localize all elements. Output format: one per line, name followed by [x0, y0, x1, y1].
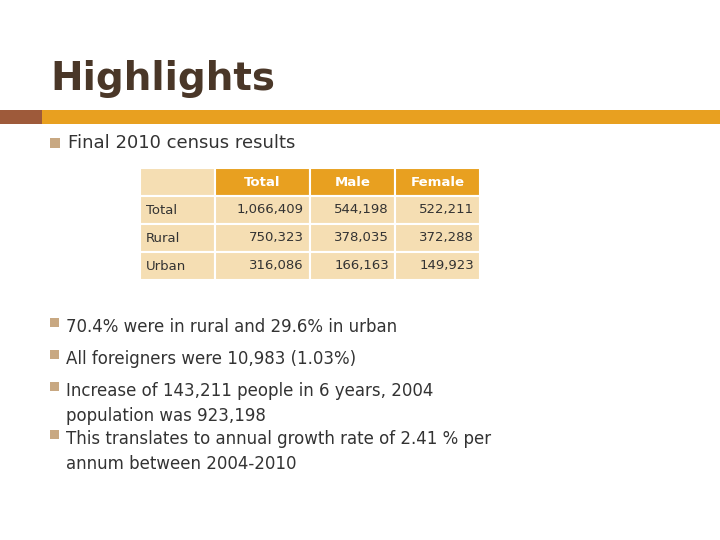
Bar: [395, 252, 480, 280]
Bar: [215, 196, 310, 224]
Bar: [310, 224, 395, 252]
Bar: [50, 318, 59, 327]
Text: 750,323: 750,323: [249, 232, 304, 245]
Text: 1,066,409: 1,066,409: [237, 204, 304, 217]
Text: All foreigners were 10,983 (1.03%): All foreigners were 10,983 (1.03%): [66, 350, 356, 368]
Text: Total: Total: [146, 204, 177, 217]
Bar: [42, 110, 720, 124]
Bar: [310, 252, 395, 280]
Text: Increase of 143,211 people in 6 years, 2004
population was 923,198: Increase of 143,211 people in 6 years, 2…: [66, 382, 433, 425]
Bar: [310, 196, 395, 224]
Text: Urban: Urban: [146, 260, 186, 273]
Text: 378,035: 378,035: [334, 232, 389, 245]
Bar: [140, 224, 215, 252]
Bar: [50, 430, 59, 439]
Text: 372,288: 372,288: [419, 232, 474, 245]
Text: Female: Female: [410, 176, 464, 188]
Text: Rural: Rural: [146, 232, 181, 245]
Text: Highlights: Highlights: [50, 60, 275, 98]
Bar: [395, 168, 480, 196]
Bar: [140, 196, 215, 224]
Bar: [310, 168, 395, 196]
Bar: [215, 252, 310, 280]
Text: 149,923: 149,923: [419, 260, 474, 273]
Bar: [395, 196, 480, 224]
Bar: [215, 224, 310, 252]
Text: Male: Male: [335, 176, 370, 188]
Bar: [215, 168, 310, 196]
Bar: [395, 224, 480, 252]
Bar: [50, 138, 60, 148]
Text: 316,086: 316,086: [249, 260, 304, 273]
Bar: [0, 110, 42, 124]
Bar: [50, 350, 59, 359]
Bar: [140, 252, 215, 280]
Bar: [140, 168, 215, 196]
Text: Final 2010 census results: Final 2010 census results: [68, 134, 295, 152]
Text: 522,211: 522,211: [419, 204, 474, 217]
Text: 544,198: 544,198: [334, 204, 389, 217]
Text: Total: Total: [244, 176, 281, 188]
Text: 166,163: 166,163: [334, 260, 389, 273]
Text: 70.4% were in rural and 29.6% in urban: 70.4% were in rural and 29.6% in urban: [66, 318, 397, 336]
Bar: [50, 382, 59, 391]
Text: This translates to annual growth rate of 2.41 % per
annum between 2004-2010: This translates to annual growth rate of…: [66, 430, 491, 473]
